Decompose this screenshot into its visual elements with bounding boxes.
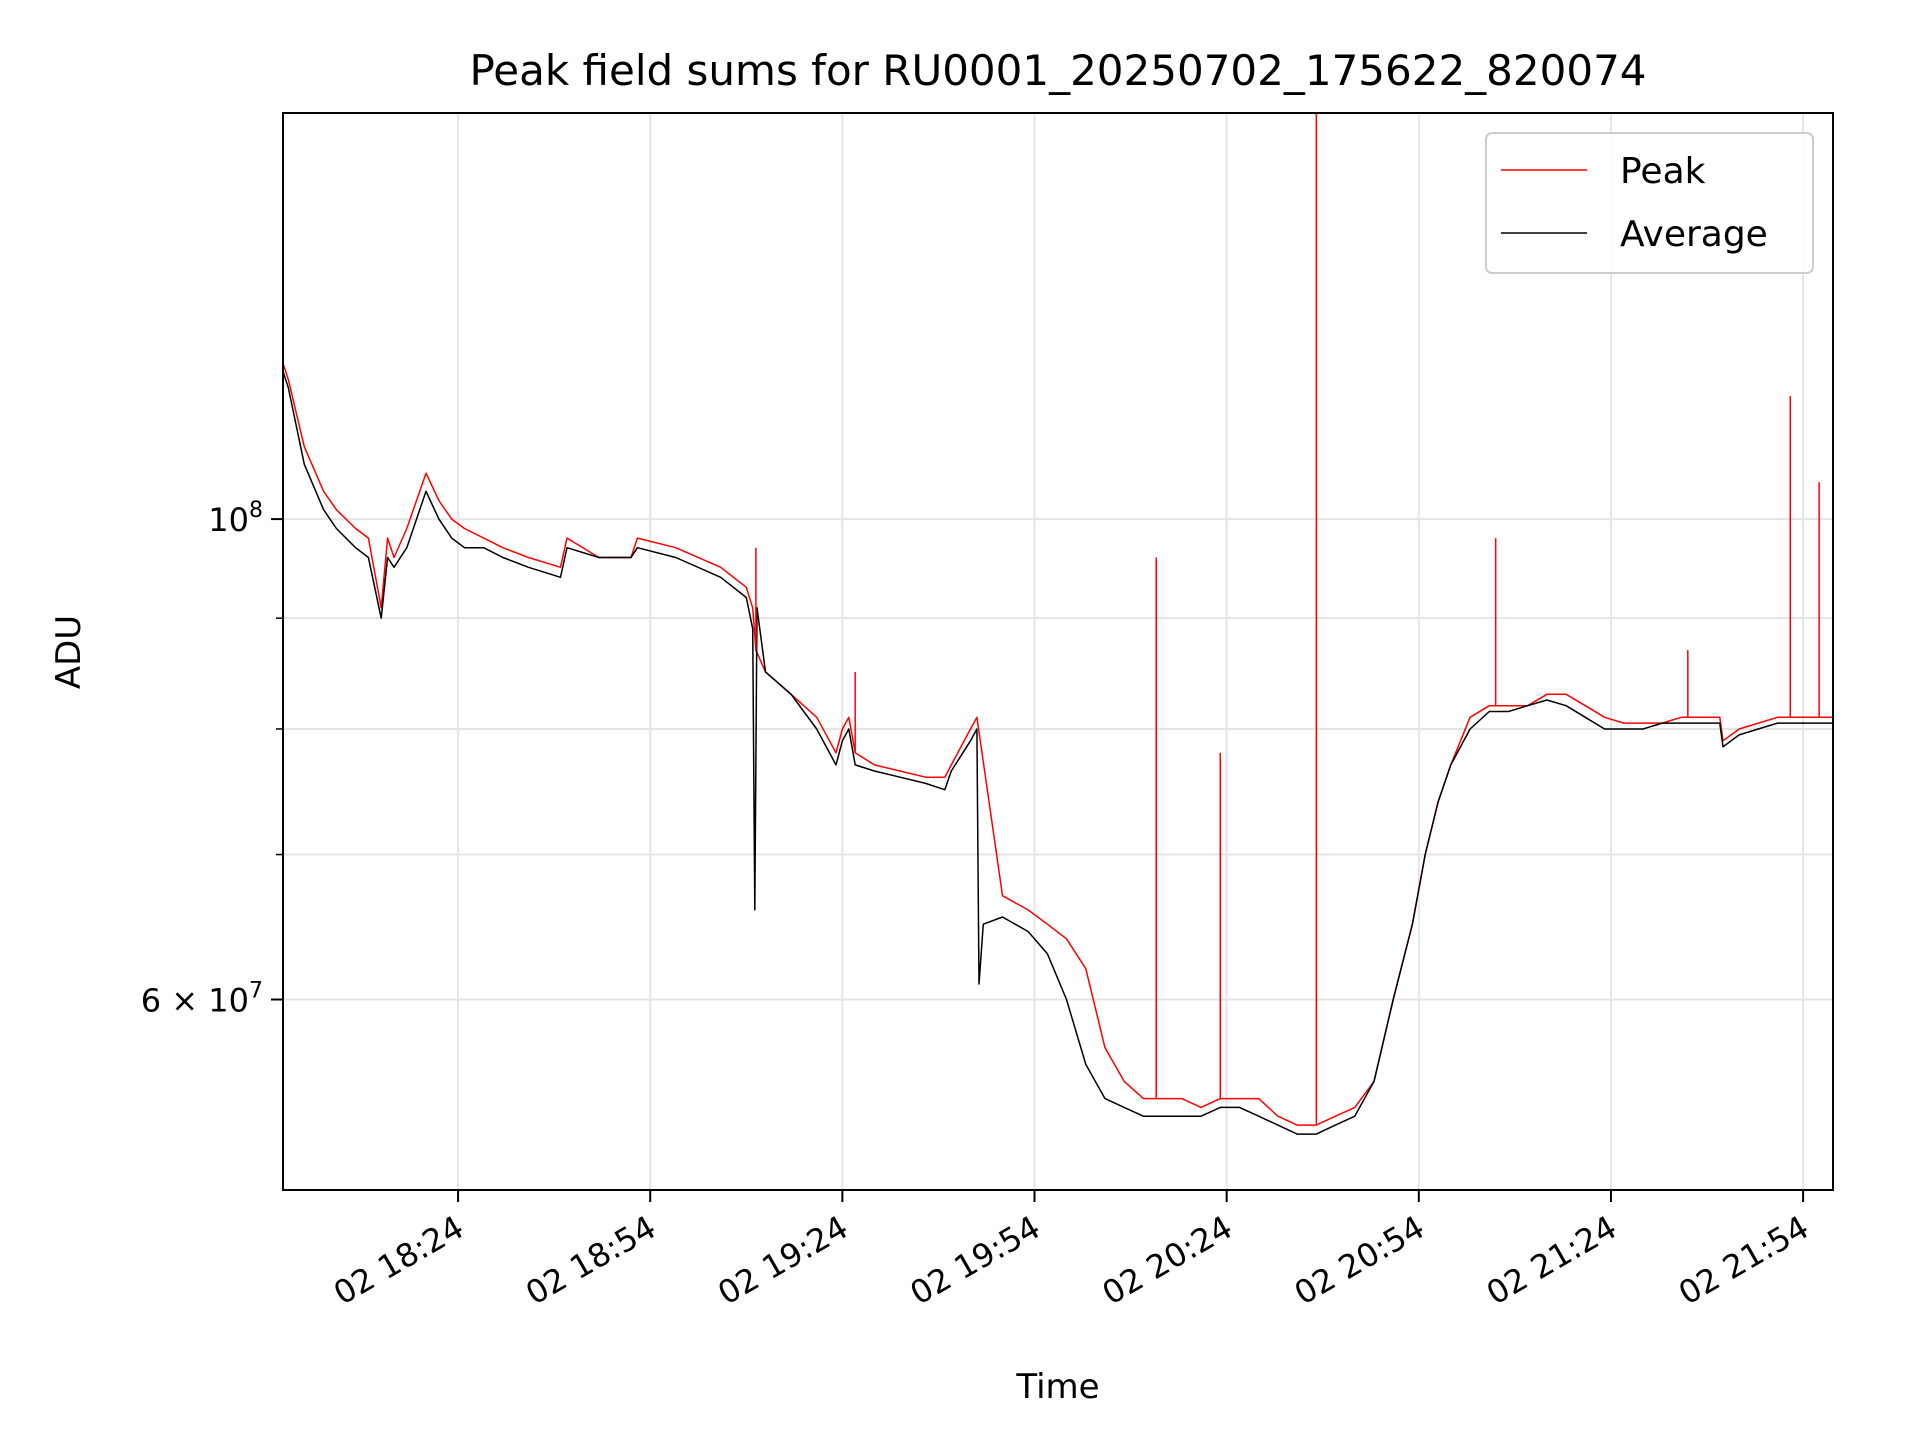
- x-tick-label: 02 20:24: [1096, 1208, 1239, 1312]
- x-axis-ticks: 02 18:24 02 18:54 02 19:24 02 19:54 02 20:24…: [327, 1190, 1815, 1312]
- y-axis-ticks: 108 6 × 107: [141, 498, 283, 1020]
- x-tick-label: 02 21:24: [1480, 1208, 1623, 1312]
- x-axis-label: Time: [1015, 1367, 1099, 1407]
- plot-frame: [282, 112, 1834, 1191]
- legend-label-average: Average: [1620, 214, 1768, 255]
- y-tick-label: 6 × 107: [141, 979, 263, 1020]
- legend: Peak Average: [1485, 132, 1814, 274]
- x-tick-label: 02 18:24: [327, 1208, 470, 1312]
- x-tick-label: 02 21:54: [1672, 1208, 1815, 1312]
- y-tick-label: 108: [208, 498, 263, 539]
- series-line-peak: [282, 363, 1833, 1126]
- y-axis-label: ADU: [49, 615, 89, 689]
- x-tick-label: 02 20:54: [1288, 1208, 1431, 1312]
- grid: [283, 113, 1833, 1190]
- chart-title: Peak field sums for RU0001_20250702_1756…: [469, 46, 1646, 95]
- legend-label-peak: Peak: [1620, 151, 1706, 192]
- x-tick-label: 02 19:54: [904, 1208, 1047, 1312]
- series-line-average: [282, 371, 1833, 1135]
- x-tick-label: 02 19:24: [711, 1208, 854, 1312]
- x-tick-label: 02 18:54: [519, 1208, 662, 1312]
- series-group: [282, 113, 1833, 1135]
- legend-box: [1485, 132, 1814, 274]
